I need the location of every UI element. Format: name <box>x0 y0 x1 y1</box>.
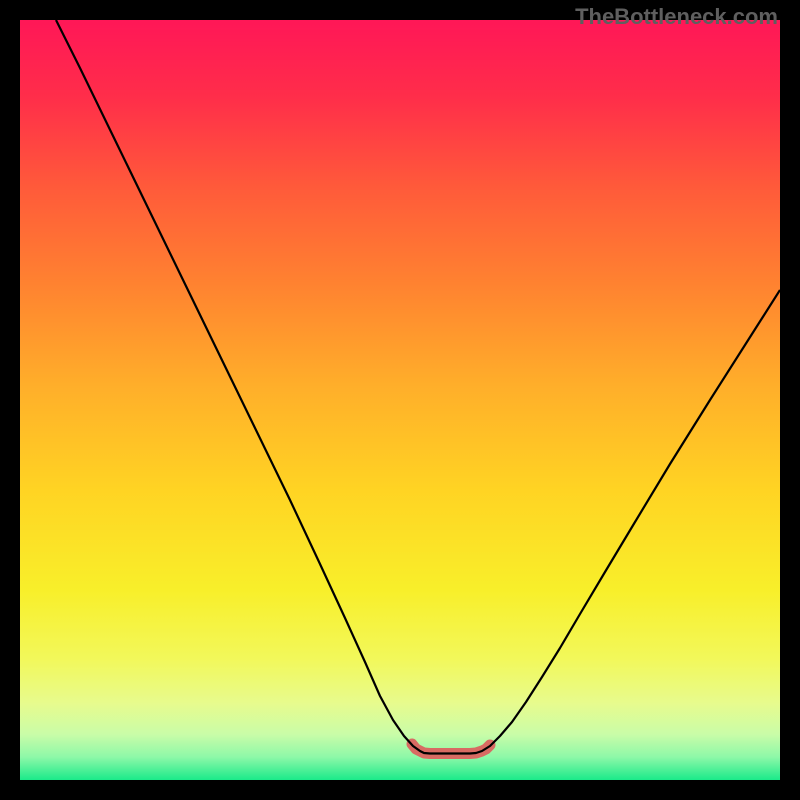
chart-svg <box>20 20 780 780</box>
gradient-background <box>20 20 780 780</box>
plot-area <box>20 20 780 780</box>
watermark-text: TheBottleneck.com <box>575 4 778 30</box>
chart-frame: TheBottleneck.com <box>0 0 800 800</box>
